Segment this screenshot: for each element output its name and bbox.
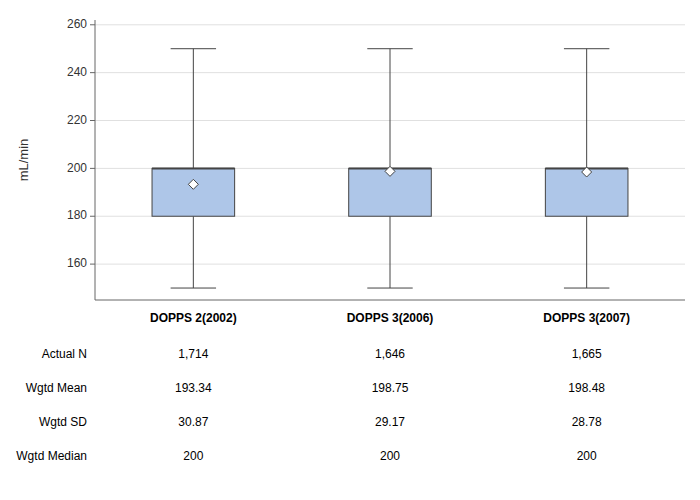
row-label: Actual N	[42, 347, 87, 361]
tick-mark	[90, 168, 95, 169]
row-label: Wgtd Median	[16, 449, 87, 463]
whisker-cap-low	[367, 288, 412, 289]
y-axis-label: mL/min	[16, 139, 31, 182]
tick-mark	[90, 24, 95, 25]
whisker-low	[586, 216, 587, 288]
mean-marker	[188, 179, 198, 189]
table: DOPPS 2(2002) DOPPS 3(2006) DOPPS 3(2007) A…	[16, 311, 630, 463]
table-cell: 200	[380, 449, 400, 463]
whisker-cap-high	[564, 48, 609, 49]
x-axis-line	[95, 300, 685, 301]
table-cell: 200	[577, 449, 597, 463]
chart: 160180200220240260mL/minDOPPS 2(2002)DOP…	[0, 0, 700, 500]
whisker-high	[390, 49, 391, 169]
y-axis: 160 180 200 220 240 260	[67, 17, 685, 300]
row-label: Wgtd Mean	[26, 381, 87, 395]
tick-label: 240	[67, 65, 87, 79]
whisker-cap-high	[367, 48, 412, 49]
boxes	[152, 49, 628, 288]
table-cell: 1,646	[375, 347, 405, 361]
tick-label: 220	[67, 113, 87, 127]
mean-marker	[385, 166, 395, 176]
tick-mark	[90, 264, 95, 265]
table-cell: 198.75	[372, 381, 409, 395]
category-label: DOPPS 3(2007)	[543, 311, 630, 325]
table-cell: 30.87	[178, 415, 208, 429]
tick-mark	[90, 72, 95, 73]
median	[152, 167, 235, 169]
whisker-low	[390, 216, 391, 288]
box	[152, 168, 235, 216]
grid-line	[95, 24, 685, 25]
whisker-high	[193, 49, 194, 169]
category-label: DOPPS 3(2006)	[347, 311, 434, 325]
whisker-cap-low	[564, 288, 609, 289]
table-cell: 193.34	[175, 381, 212, 395]
row-label: Wgtd SD	[39, 415, 87, 429]
whisker-cap-high	[171, 48, 216, 49]
table-cell: 28.78	[572, 415, 602, 429]
tick-label: 200	[67, 161, 87, 175]
y-axis-line	[95, 20, 96, 300]
tick-label: 180	[67, 208, 87, 222]
tick-mark	[90, 120, 95, 121]
whisker-low	[193, 216, 194, 288]
tick-label: 260	[67, 17, 87, 31]
whisker-cap-low	[171, 288, 216, 289]
mean-marker	[582, 167, 592, 177]
whisker-high	[586, 49, 587, 169]
tick-mark	[90, 216, 95, 217]
table-cell: 1,714	[178, 347, 208, 361]
table-cell: 29.17	[375, 415, 405, 429]
category-label: DOPPS 2(2002)	[150, 311, 237, 325]
table-cell: 1,665	[572, 347, 602, 361]
table-cell: 198.48	[568, 381, 605, 395]
tick-label: 160	[67, 256, 87, 270]
table-cell: 200	[183, 449, 203, 463]
